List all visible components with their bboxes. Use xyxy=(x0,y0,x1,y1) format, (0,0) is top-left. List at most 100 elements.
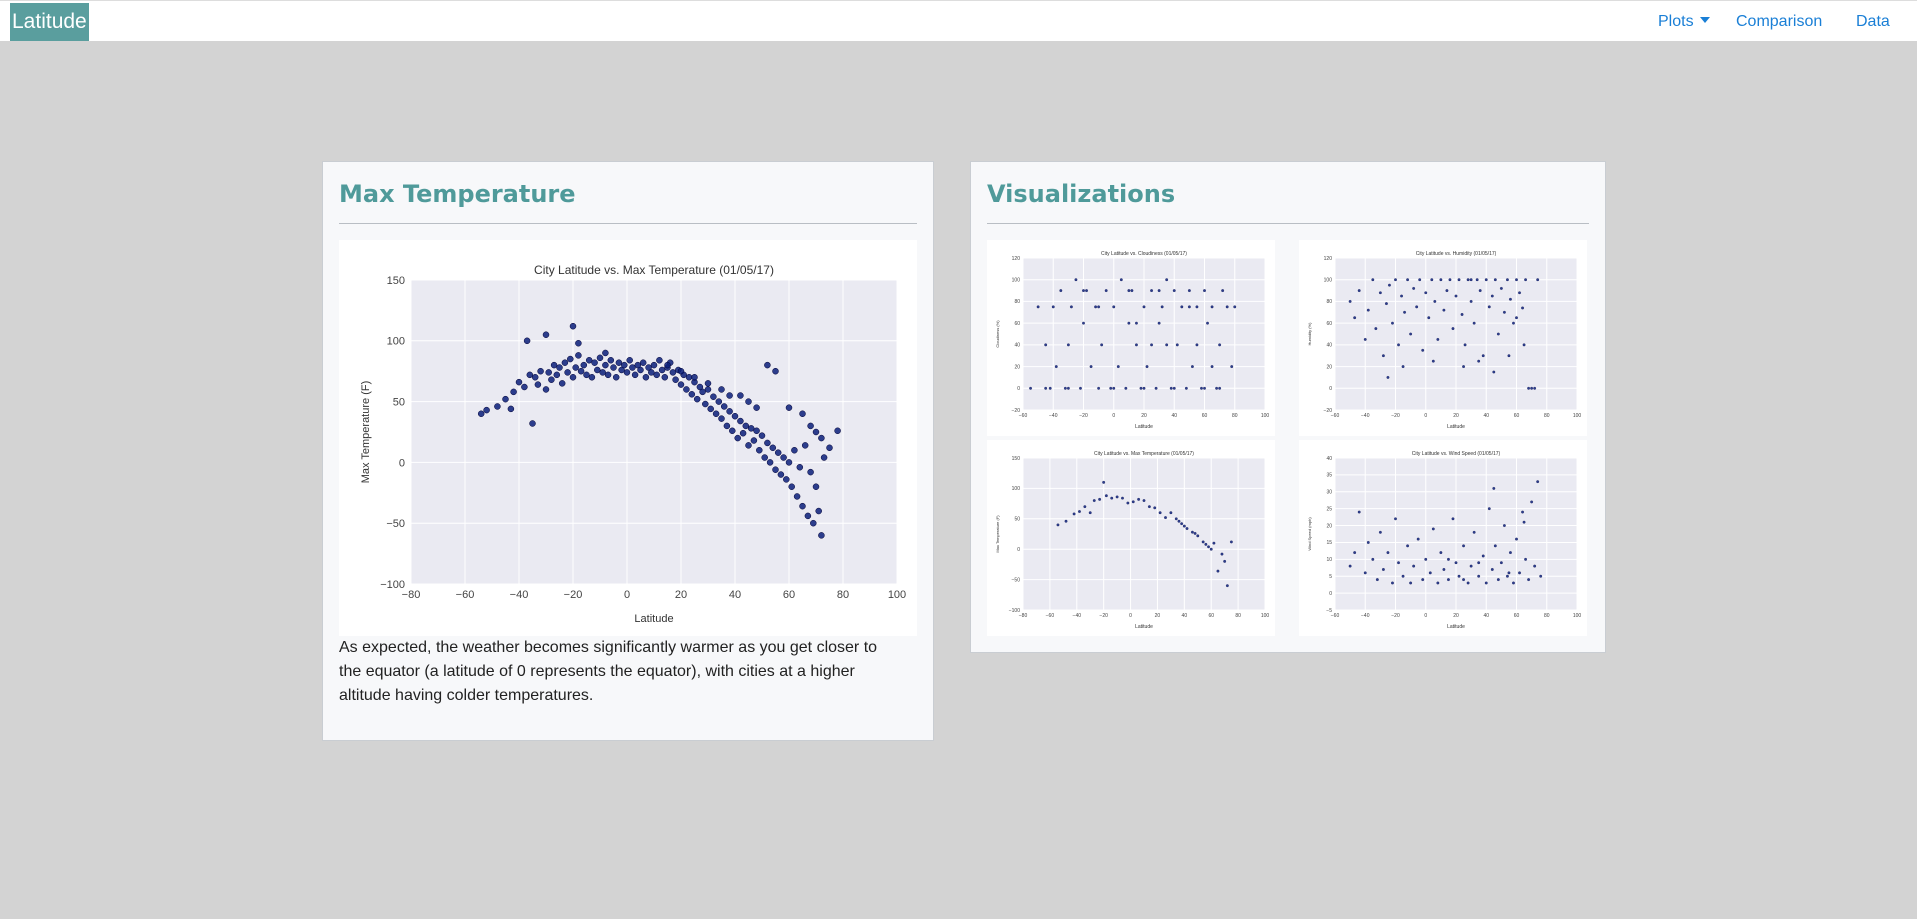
data-point xyxy=(1184,386,1188,390)
data-point xyxy=(615,359,623,366)
data-point xyxy=(650,361,658,369)
data-point xyxy=(1469,300,1473,303)
brand-link[interactable]: Latitude xyxy=(10,3,89,41)
data-point xyxy=(1493,278,1497,282)
y-tick-label: 0 xyxy=(1329,591,1332,597)
comparison-link[interactable]: Comparison xyxy=(1736,13,1823,30)
data-point xyxy=(1454,294,1458,298)
data-point xyxy=(1124,386,1128,390)
data-point xyxy=(1521,510,1524,514)
data-point xyxy=(1357,510,1361,514)
y-axis-label: Max Temperature (F) xyxy=(995,515,1000,553)
data-point xyxy=(804,512,812,520)
data-point xyxy=(1127,289,1131,292)
x-tick-label: 100 xyxy=(1261,613,1270,619)
chart-title: City Latitude vs. Max Temperature (01/05… xyxy=(1094,451,1194,457)
data-point xyxy=(1391,581,1394,585)
data-point xyxy=(772,466,779,473)
data-point xyxy=(1421,348,1425,352)
x-tick-label: 100 xyxy=(1573,413,1582,419)
x-tick-label: −40 xyxy=(510,589,529,601)
data-point xyxy=(1082,289,1085,292)
data-point xyxy=(569,374,577,381)
data-point xyxy=(1506,278,1509,282)
data-point xyxy=(1530,386,1534,390)
data-point xyxy=(826,444,833,452)
data-point xyxy=(1460,313,1464,316)
x-tick-label: 0 xyxy=(624,589,630,601)
data-point xyxy=(1499,287,1503,290)
data-point xyxy=(769,444,777,452)
x-tick-label: 80 xyxy=(1544,413,1550,419)
data-point xyxy=(1521,306,1524,310)
y-tick-label: 60 xyxy=(1014,321,1020,327)
data-point xyxy=(1493,544,1497,548)
y-tick-label: 20 xyxy=(1326,364,1332,370)
data-point xyxy=(1195,305,1199,309)
data-point xyxy=(545,369,552,376)
x-tick-label: 40 xyxy=(1483,413,1489,419)
data-point xyxy=(688,391,696,398)
data-point xyxy=(575,352,582,359)
data-point xyxy=(1158,511,1162,515)
max-temp-plot-image[interactable]: −80 −60 −40 −20 0 20 40 60 80 100 −100 −50 0 50 100 150… xyxy=(339,240,917,636)
data-point xyxy=(812,428,820,436)
data-point xyxy=(1394,278,1397,282)
data-point xyxy=(718,386,725,393)
data-point xyxy=(1477,561,1481,565)
data-point xyxy=(1451,327,1455,330)
data-link[interactable]: Data xyxy=(1856,13,1890,30)
data-point xyxy=(1412,564,1416,568)
y-tick-label: 120 xyxy=(1324,256,1333,262)
data-point xyxy=(1512,581,1515,585)
data-point xyxy=(1533,564,1537,568)
data-point xyxy=(718,415,725,422)
data-point xyxy=(637,366,644,374)
data-point xyxy=(1374,327,1378,330)
max-temp-plot-thumbnail[interactable]: −80 −60 −40 −20 0 20 40 60 80 100 −100 −50 0 50 100 150… xyxy=(987,440,1275,636)
data-point xyxy=(1212,541,1216,545)
x-axis-label: Latitude xyxy=(634,613,673,625)
data-point xyxy=(575,339,582,347)
data-point xyxy=(561,359,569,366)
data-point xyxy=(729,427,736,435)
data-point xyxy=(1094,305,1097,309)
chart-title: City Latitude vs. Humidity (01/05/17) xyxy=(1416,251,1497,257)
data-point xyxy=(1424,557,1428,561)
data-point xyxy=(1375,578,1379,582)
data-point xyxy=(564,369,571,376)
data-point xyxy=(534,381,542,388)
data-point xyxy=(521,383,528,391)
y-tick-label: 80 xyxy=(1326,299,1332,305)
data-point xyxy=(1100,343,1104,347)
data-point xyxy=(1431,359,1435,363)
data-point xyxy=(702,400,709,408)
data-point xyxy=(1180,305,1184,309)
plots-dropdown[interactable]: Plots xyxy=(1658,11,1710,33)
data-point xyxy=(537,367,544,375)
data-point xyxy=(1490,568,1494,571)
data-point xyxy=(1204,542,1208,546)
data-point xyxy=(1169,386,1173,390)
data-point xyxy=(542,331,550,338)
data-point xyxy=(1083,505,1087,509)
data-point xyxy=(745,398,752,405)
data-point xyxy=(1131,500,1135,504)
data-point xyxy=(1477,574,1481,578)
data-point xyxy=(1457,574,1461,578)
data-point xyxy=(1066,386,1070,390)
x-tick-label: −60 xyxy=(1046,613,1055,619)
wind-speed-plot-thumbnail[interactable]: −60 −40 −20 0 20 40 60 80 100 −5 0 5 10 15 20 25 30 35 40 C… xyxy=(1299,440,1587,636)
x-tick-label: 60 xyxy=(1202,413,1208,419)
cloudiness-plot-thumbnail[interactable]: −60 −40 −20 0 20 40 60 80 100 −20 0 20 40 60 80 100 120 C… xyxy=(987,240,1275,436)
data-point xyxy=(648,369,655,376)
data-point xyxy=(477,410,485,418)
data-point xyxy=(1074,278,1078,282)
humidity-plot-thumbnail[interactable]: −60 −40 −20 0 20 40 60 80 100 −20 0 20 40 60 80 100 120 C… xyxy=(1299,240,1587,436)
data-point xyxy=(1196,534,1200,538)
data-point xyxy=(1066,343,1070,347)
data-point xyxy=(1203,289,1206,292)
data-point xyxy=(699,388,706,396)
data-point xyxy=(1088,511,1092,515)
data-point xyxy=(1481,554,1485,558)
